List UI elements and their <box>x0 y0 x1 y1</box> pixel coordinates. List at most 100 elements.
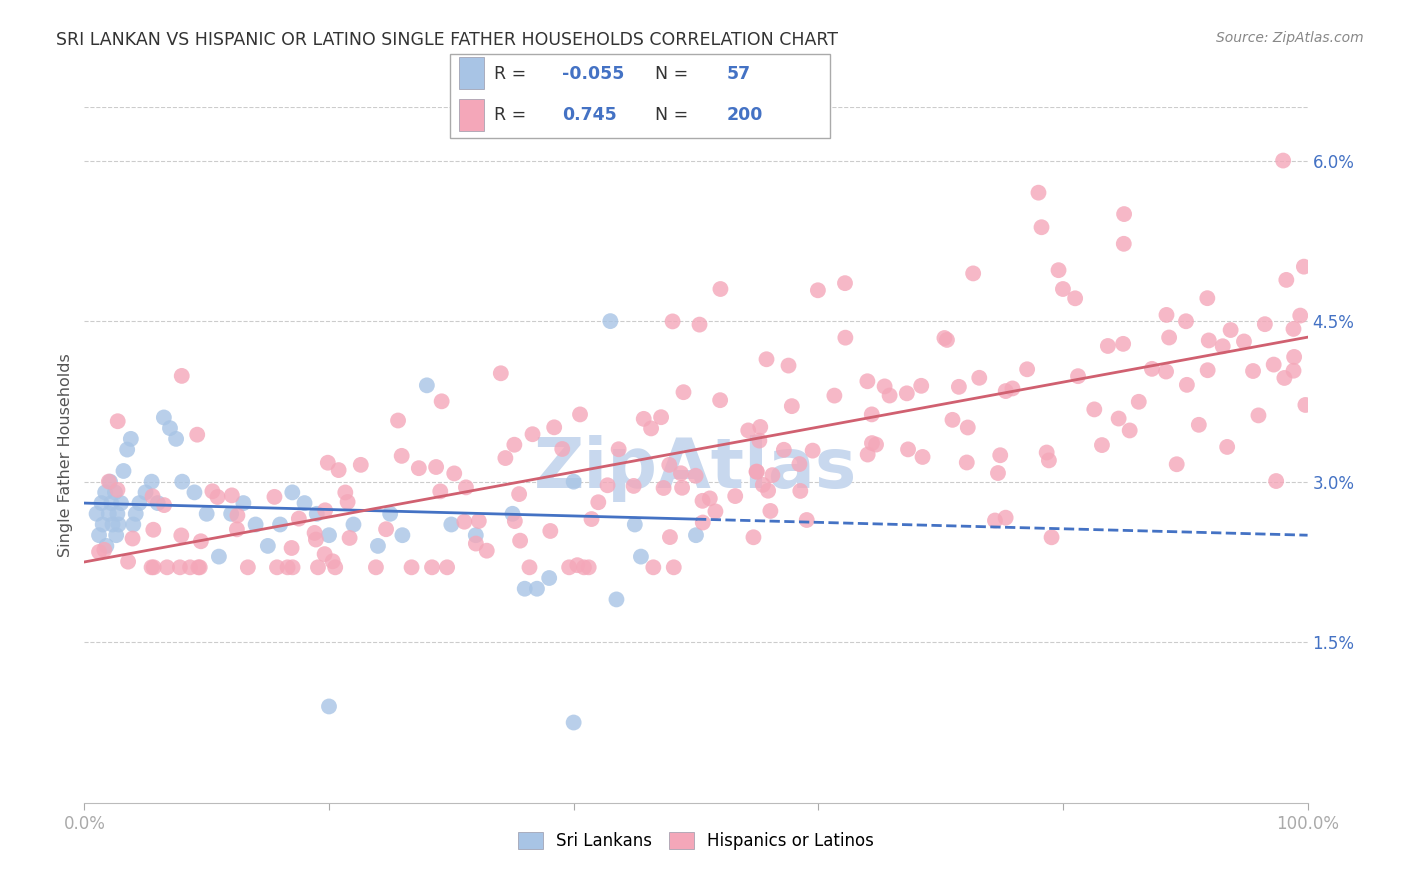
Point <box>605 592 627 607</box>
Point <box>522 427 544 442</box>
Point <box>856 374 879 388</box>
Point <box>856 448 879 462</box>
Point <box>567 558 589 573</box>
Point <box>1241 364 1264 378</box>
Point <box>104 485 127 500</box>
Point <box>170 368 193 383</box>
Point <box>425 460 447 475</box>
Point <box>1198 334 1220 348</box>
Point <box>1166 457 1188 471</box>
Point <box>266 560 288 574</box>
Point <box>562 715 585 730</box>
Point <box>551 442 574 456</box>
Point <box>1031 220 1053 235</box>
FancyBboxPatch shape <box>450 54 830 138</box>
Point <box>1091 438 1114 452</box>
Point <box>640 421 662 435</box>
Point <box>1292 260 1315 274</box>
Point <box>112 464 135 478</box>
Point <box>142 523 165 537</box>
Point <box>1038 453 1060 467</box>
Point <box>170 528 193 542</box>
Point <box>98 475 121 489</box>
Point <box>257 539 280 553</box>
Point <box>339 531 361 545</box>
Point <box>443 467 465 481</box>
Point <box>1197 363 1219 377</box>
Point <box>742 530 765 544</box>
Point <box>773 442 796 457</box>
Point <box>671 481 693 495</box>
Point <box>489 366 512 380</box>
Point <box>87 545 110 559</box>
Point <box>146 496 169 510</box>
Point <box>789 483 811 498</box>
Point <box>100 496 122 510</box>
Point <box>1272 153 1295 168</box>
Point <box>749 420 772 434</box>
Point <box>1175 314 1198 328</box>
Point <box>401 560 423 574</box>
Point <box>807 283 830 297</box>
Point <box>588 495 610 509</box>
Point <box>1001 381 1024 395</box>
Point <box>201 484 224 499</box>
Point <box>93 542 115 557</box>
Point <box>1175 377 1198 392</box>
Point <box>91 517 114 532</box>
Point <box>558 560 581 574</box>
Point <box>277 560 299 574</box>
Point <box>101 517 124 532</box>
Point <box>367 539 389 553</box>
Text: -0.055: -0.055 <box>562 65 624 83</box>
Point <box>873 379 896 393</box>
Point <box>1035 445 1057 459</box>
Point <box>245 517 267 532</box>
Point <box>519 560 541 574</box>
Point <box>1247 409 1270 423</box>
Point <box>662 560 685 574</box>
Point <box>464 528 486 542</box>
Point <box>543 420 565 434</box>
Point <box>967 371 990 385</box>
Point <box>994 384 1017 398</box>
Point <box>179 560 201 574</box>
Point <box>724 489 747 503</box>
Point <box>994 510 1017 524</box>
Point <box>755 352 778 367</box>
Point <box>778 359 800 373</box>
Y-axis label: Single Father Households: Single Father Households <box>58 353 73 557</box>
Point <box>699 491 721 506</box>
Point <box>834 276 856 290</box>
Point <box>1112 236 1135 251</box>
Point <box>188 560 211 574</box>
Point <box>1233 334 1256 349</box>
Point <box>1097 339 1119 353</box>
Point <box>669 467 692 481</box>
Point <box>156 560 179 574</box>
FancyBboxPatch shape <box>460 57 484 89</box>
Point <box>897 442 920 457</box>
Point <box>1128 394 1150 409</box>
Point <box>562 475 585 489</box>
Point <box>314 503 336 517</box>
Point <box>508 487 530 501</box>
Point <box>221 488 243 502</box>
Point <box>748 434 770 448</box>
Point <box>988 448 1011 462</box>
Point <box>704 504 727 518</box>
Point <box>322 554 344 568</box>
Point <box>796 513 818 527</box>
Text: 57: 57 <box>727 65 751 83</box>
Point <box>685 468 707 483</box>
Point <box>1282 350 1305 364</box>
Point <box>581 512 603 526</box>
Point <box>430 394 453 409</box>
Point <box>281 485 304 500</box>
Point <box>658 530 681 544</box>
Point <box>1083 402 1105 417</box>
Point <box>987 466 1010 480</box>
Point <box>318 528 340 542</box>
Point <box>97 507 120 521</box>
Point <box>141 475 163 489</box>
